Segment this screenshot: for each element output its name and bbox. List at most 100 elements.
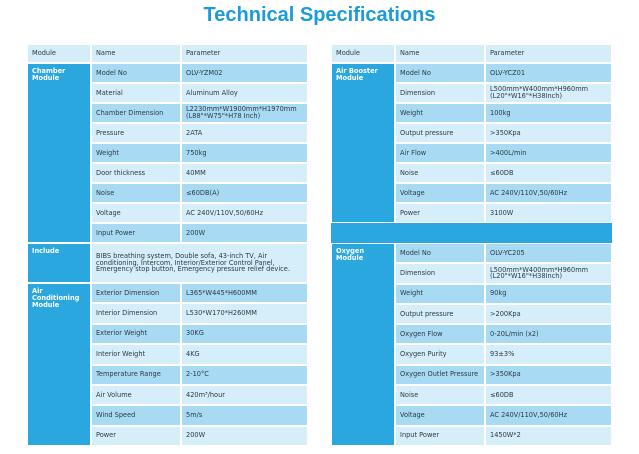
module-cell: Oxygen Module: [331, 243, 395, 446]
spec-row: Oxygen Flow 0-20L/min (x2): [395, 324, 612, 345]
spec-row: Pressure 2ATA: [91, 123, 308, 143]
spec-name: Exterior Weight: [91, 323, 181, 345]
header-cell: Parameter: [485, 44, 612, 63]
spec-table: Module Name Parameter Air Booster Module Mod…: [331, 44, 612, 446]
spec-value: 4KG: [181, 344, 308, 365]
section: Air Conditioning Module Exterior Dimensio…: [27, 283, 308, 446]
spec-name: Pressure: [91, 123, 181, 143]
spec-row: Input Power 200W: [91, 223, 308, 243]
spec-name: Output pressure: [395, 123, 485, 143]
header-row: Module Name Parameter: [331, 44, 612, 63]
spec-value: AC 240V/110V,50/60Hz: [485, 405, 612, 426]
spec-value: 40MM: [181, 163, 308, 183]
spec-row: Dimension L500mm*W400mm*H960mm (L20"*W16"…: [395, 263, 612, 284]
spec-row: Weight 90kg: [395, 283, 612, 304]
spec-row: Model No OLV-YC205: [395, 243, 612, 264]
spec-name: Weight: [395, 283, 485, 304]
spec-row: Input Power 1450W*2: [395, 425, 612, 446]
spec-value: 5m/s: [181, 405, 308, 426]
spec-name: Weight: [395, 103, 485, 123]
section: Oxygen Module Model No OLV-YC205 Dimension L…: [331, 243, 612, 446]
spec-row: Output pressure >200Kpa: [395, 303, 612, 325]
module-cell: Air Booster Module: [331, 63, 395, 223]
spec-value: 420m³/hour: [181, 384, 308, 406]
spec-name: Noise: [395, 385, 485, 406]
spec-name: Exterior Dimension: [91, 283, 181, 304]
spec-value: >400L/min: [485, 143, 612, 163]
spec-value: L2230mm*W1900mm*H1970mm (L88"*W75"*H78 I…: [181, 103, 308, 123]
spec-value: OLV-YC205: [485, 243, 612, 264]
spec-value: 3100W: [485, 203, 612, 223]
spec-name: Power: [395, 203, 485, 223]
spec-row: Wind Speed 5m/s: [91, 405, 308, 426]
header-cell: Module: [331, 44, 395, 63]
spec-name: Voltage: [91, 203, 181, 223]
header-cell: Name: [91, 44, 181, 63]
spec-row: Exterior Dimension L365*W445*H600MM: [91, 283, 308, 304]
module-cell: Include: [27, 243, 91, 283]
header-cell: Parameter: [181, 44, 308, 63]
spec-row: Door thickness 40MM: [91, 163, 308, 183]
spec-row: Air Flow >400L/min: [395, 143, 612, 163]
header-row: Module Name Parameter: [27, 44, 308, 63]
spec-value: 93±3%: [485, 344, 612, 365]
spec-value: L500mm*W400mm*H960mm (L20"*W16"*H38Inch): [485, 263, 612, 284]
spec-value: 2-10°C: [181, 364, 308, 385]
spec-name: Temperature Range: [91, 364, 181, 385]
spec-value: ≤60DB: [485, 385, 612, 406]
spec-value: 750kg: [181, 143, 308, 163]
spec-row: Model No OLV-YCZ01: [395, 63, 612, 83]
spec-name: Weight: [91, 143, 181, 163]
spec-name: Power: [91, 425, 181, 446]
spec-row: Weight 750kg: [91, 143, 308, 163]
section-rows: BIBS breathing system, Double sofa, 43-i…: [91, 243, 308, 283]
spec-name: Model No: [395, 63, 485, 83]
spec-row: Oxygen Outlet Pressure >350Kpa: [395, 364, 612, 386]
spec-row: Voltage AC 240V/110V,50/60Hz: [91, 203, 308, 223]
spec-name: Air Volume: [91, 384, 181, 406]
spec-row: Material Aluminum Alloy: [91, 83, 308, 103]
module-cell: Chamber Module: [27, 63, 91, 243]
spec-row: Dimension L500mm*W400mm*H960mm (L20"*W16"…: [395, 83, 612, 103]
spec-value: OLV-YCZ01: [485, 63, 612, 83]
spec-name: Door thickness: [91, 163, 181, 183]
spec-row: Power 200W: [91, 425, 308, 446]
header-cell: Module: [27, 44, 91, 63]
spec-name: Noise: [395, 163, 485, 183]
section-rows: Model No OLV-YC205 Dimension L500mm*W400mm*…: [395, 243, 612, 446]
spec-name: Voltage: [395, 405, 485, 426]
include-text: BIBS breathing system, Double sofa, 43-i…: [91, 243, 308, 283]
spec-name: Interior Dimension: [91, 303, 181, 324]
spec-row: Exterior Weight 30KG: [91, 323, 308, 345]
spec-row: Temperature Range 2-10°C: [91, 364, 308, 385]
section-rows: Model No OLV-YZM02 Material Aluminum Alloy C…: [91, 63, 308, 243]
spec-value: AC 240V/110V,50/60Hz: [181, 203, 308, 223]
spec-table: Module Name Parameter Chamber Module Model N…: [27, 44, 308, 446]
spec-name: Model No: [395, 243, 485, 264]
spec-value: 200W: [181, 223, 308, 243]
section-rows: Exterior Dimension L365*W445*H600MM Interi…: [91, 283, 308, 446]
spec-value: 1450W*2: [485, 425, 612, 446]
spec-value: ≤60DB(A): [181, 183, 308, 203]
spec-row: Noise ≤60DB(A): [91, 183, 308, 203]
section: Air Booster Module Model No OLV-YCZ01 Dimen…: [331, 63, 612, 223]
spec-value: AC 240V/110V,50/60Hz: [485, 183, 612, 203]
spec-name: Model No: [91, 63, 181, 83]
spec-value: 100kg: [485, 103, 612, 123]
spec-name: Interior Weight: [91, 344, 181, 365]
spec-value: 0-20L/min (x2): [485, 324, 612, 345]
spec-name: Output pressure: [395, 303, 485, 325]
spec-value: 90kg: [485, 283, 612, 304]
spec-name: Wind Speed: [91, 405, 181, 426]
spec-row: Oxygen Purity 93±3%: [395, 344, 612, 365]
section-rows: Model No OLV-YCZ01 Dimension L500mm*W400mm*…: [395, 63, 612, 223]
spec-row: Weight 100kg: [395, 103, 612, 123]
spec-value: ≤60DB: [485, 163, 612, 183]
spec-name: Noise: [91, 183, 181, 203]
spec-value: 30KG: [181, 323, 308, 345]
spec-value: >350Kpa: [485, 123, 612, 143]
spec-value: 2ATA: [181, 123, 308, 143]
spec-name: Oxygen Purity: [395, 344, 485, 365]
spec-name: Oxygen Flow: [395, 324, 485, 345]
